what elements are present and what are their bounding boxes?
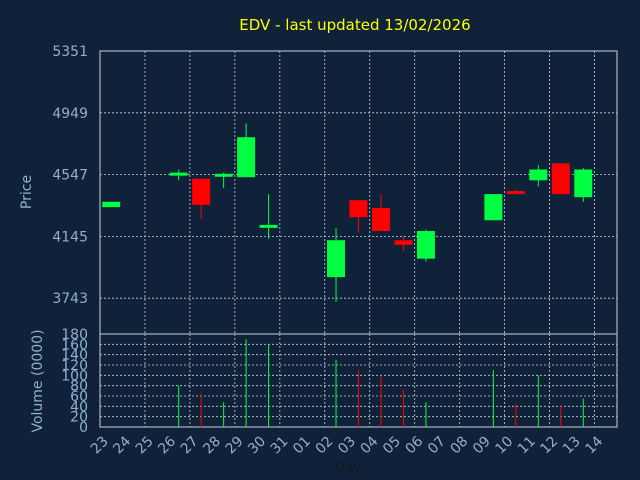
candle-body	[484, 194, 503, 221]
x-tick-label: 23	[88, 433, 112, 457]
x-axis: 2324252627282930310102030405060708091011…	[88, 433, 606, 457]
price-tick-label: 4949	[52, 106, 88, 122]
volume-tick-label: 20	[70, 410, 88, 426]
candle	[529, 164, 548, 187]
x-tick-label: 06	[403, 433, 427, 457]
x-tick-label: 05	[380, 433, 404, 457]
candle-body	[394, 240, 413, 245]
volume-tick-label: 80	[70, 379, 88, 395]
x-tick-label: 10	[492, 433, 516, 457]
price-tick-label: 5351	[52, 44, 88, 60]
candle	[349, 200, 368, 233]
volume-tick-label: 120	[61, 358, 88, 374]
x-tick-label: 30	[245, 433, 269, 457]
x-tick-label: 27	[178, 433, 202, 457]
price-frame	[99, 50, 618, 335]
candle	[551, 163, 570, 195]
price-tick-label: 4145	[52, 229, 88, 245]
price-panel: 5351 4949 4547 4145 3743	[52, 44, 618, 335]
x-tick-label: 11	[515, 433, 539, 457]
price-tick-label: 4547	[52, 168, 88, 184]
candle-body	[192, 178, 211, 205]
candle	[394, 235, 413, 251]
candle-body	[416, 231, 435, 259]
candle-body	[529, 169, 548, 181]
candle-body	[551, 163, 570, 195]
x-tick-label: 13	[560, 433, 584, 457]
volume-tick-label: 160	[61, 337, 88, 353]
candle	[484, 194, 503, 221]
candle-body	[349, 200, 368, 218]
candle-body	[259, 224, 278, 228]
candle-body	[574, 169, 593, 198]
candle-body	[371, 207, 390, 232]
candle	[192, 178, 211, 219]
chart-title: EDV - last updated 13/02/2026	[239, 16, 470, 34]
candle	[506, 189, 525, 195]
candle	[574, 167, 593, 202]
volume-tick-label: 40	[70, 399, 88, 415]
candle-body	[169, 172, 188, 176]
x-tick-label: 26	[155, 433, 179, 457]
x-tick-label: 28	[200, 433, 224, 457]
x-tick-label: 02	[313, 433, 337, 457]
x-tick-label: 03	[335, 433, 359, 457]
volume-tick-label: 60	[70, 389, 88, 405]
x-axis-label: Day	[334, 460, 362, 476]
x-tick-label: 29	[223, 433, 247, 457]
y-axis-label: Price	[19, 175, 35, 209]
candle-body	[102, 201, 121, 208]
x-tick-label: 01	[290, 433, 314, 457]
candle	[214, 172, 233, 188]
candle-body	[237, 137, 256, 178]
x-tick-label: 07	[425, 433, 449, 457]
candle	[259, 194, 278, 239]
candle-body	[327, 240, 346, 278]
x-tick-label: 31	[268, 433, 292, 457]
x-tick-label: 14	[582, 433, 606, 457]
volume-tick-label: 180	[61, 327, 88, 343]
candle-body	[506, 191, 525, 195]
x-tick-label: 08	[447, 433, 471, 457]
candle	[169, 169, 188, 181]
x-tick-label: 12	[537, 433, 561, 457]
candle	[416, 229, 435, 262]
volume-axis-label: Volume (0000)	[30, 329, 46, 432]
candle	[237, 123, 256, 178]
x-tick-label: 09	[470, 433, 494, 457]
volume-tick-label: 100	[61, 368, 88, 384]
x-tick-label: 04	[358, 433, 382, 457]
candle	[327, 227, 346, 302]
candle	[371, 194, 390, 232]
x-tick-label: 24	[110, 433, 134, 457]
candle-body	[214, 173, 233, 177]
volume-tick-label: 0	[79, 420, 88, 436]
volume-tick-label: 140	[61, 348, 88, 364]
x-tick-label: 25	[133, 433, 157, 457]
price-tick-label: 3743	[52, 291, 88, 307]
candle	[102, 201, 121, 208]
